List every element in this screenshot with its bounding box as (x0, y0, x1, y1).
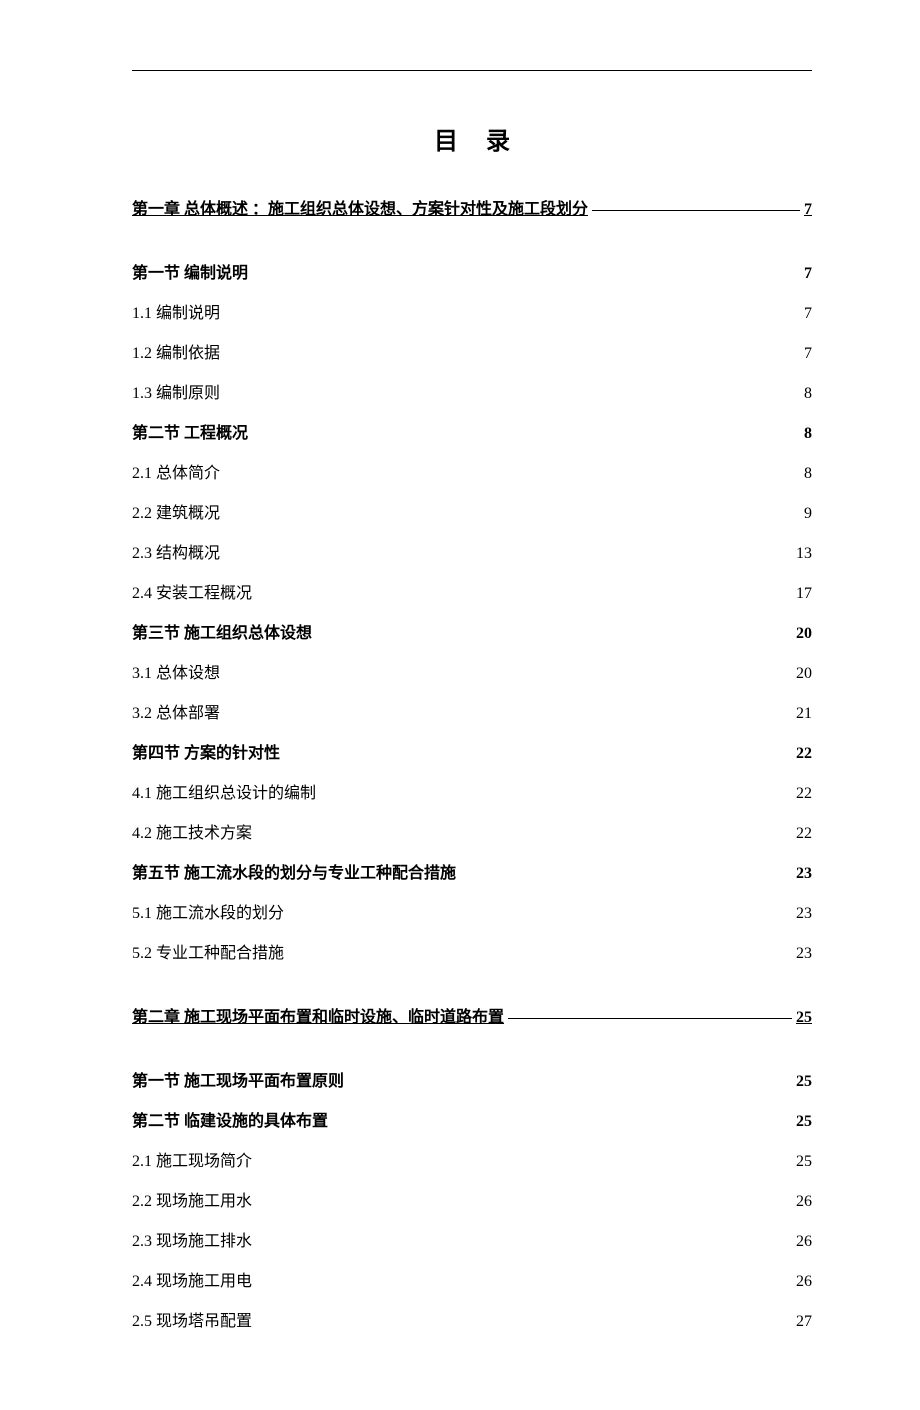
subsection-page-number: 25 (796, 1150, 812, 1174)
subsection-item: 2.1 施工现场简介 25 (132, 1150, 812, 1174)
subsection-page-number: 13 (796, 542, 812, 566)
subsection-title: 2.4 现场施工用电 (132, 1270, 252, 1294)
subsection-title: 3.1 总体设想 (132, 662, 220, 686)
section-title: 第三节 施工组织总体设想 (132, 622, 312, 646)
subsection-page-number: 9 (804, 502, 812, 526)
section-title: 第二节 临建设施的具体布置 (132, 1110, 328, 1134)
subsection-item: 2.2 建筑概况 9 (132, 502, 812, 526)
section-title: 第五节 施工流水段的划分与专业工种配合措施 (132, 862, 456, 886)
subsection-title: 2.1 施工现场简介 (132, 1150, 252, 1174)
section-page-number: 20 (796, 622, 812, 646)
subsection-item: 4.1 施工组织总设计的编制 22 (132, 782, 812, 806)
page-title: 目录 (132, 121, 812, 156)
subsection-page-number: 26 (796, 1270, 812, 1294)
chapter-page-number: 25 (796, 1006, 812, 1030)
subsection-item: 2.2 现场施工用水 26 (132, 1190, 812, 1214)
section-title: 第二节 工程概况 (132, 422, 248, 446)
table-of-contents: 第一章 总体概述 ：施工组织总体设想、方案针对性及施工段划分 7 第一节 编制说… (132, 198, 812, 1334)
subsection-title: 5.1 施工流水段的划分 (132, 902, 284, 926)
section-heading: 第一节 编制说明 7 (132, 262, 812, 286)
subsection-item: 3.2 总体部署 21 (132, 702, 812, 726)
subsection-title: 1.1 编制说明 (132, 302, 220, 326)
subsection-item: 2.4 安装工程概况 17 (132, 582, 812, 606)
header-divider (132, 70, 812, 71)
section-page-number: 23 (796, 862, 812, 886)
chapter-leader (592, 210, 800, 211)
subsection-page-number: 23 (796, 902, 812, 926)
chapter-title: 第一章 总体概述 ：施工组织总体设想、方案针对性及施工段划分 (132, 198, 588, 222)
subsection-title: 2.2 现场施工用水 (132, 1190, 252, 1214)
section-page-number: 25 (796, 1110, 812, 1134)
section-heading: 第二节 临建设施的具体布置 25 (132, 1110, 812, 1134)
section-heading: 第五节 施工流水段的划分与专业工种配合措施 23 (132, 862, 812, 886)
subsection-title: 2.2 建筑概况 (132, 502, 220, 526)
subsection-page-number: 17 (796, 582, 812, 606)
subsection-title: 1.2 编制依据 (132, 342, 220, 366)
subsection-page-number: 27 (796, 1310, 812, 1334)
subsection-item: 1.1 编制说明 7 (132, 302, 812, 326)
subsection-page-number: 8 (804, 462, 812, 486)
subsection-item: 5.2 专业工种配合措施 23 (132, 942, 812, 966)
subsection-page-number: 7 (804, 302, 812, 326)
section-page-number: 25 (796, 1070, 812, 1094)
section-page-number: 7 (804, 262, 812, 286)
section-title: 第一节 编制说明 (132, 262, 248, 286)
section-title: 第一节 施工现场平面布置原则 (132, 1070, 344, 1094)
subsection-page-number: 8 (804, 382, 812, 406)
subsection-title: 2.5 现场塔吊配置 (132, 1310, 252, 1334)
subsection-item: 1.2 编制依据 7 (132, 342, 812, 366)
subsection-item: 2.4 现场施工用电 26 (132, 1270, 812, 1294)
subsection-page-number: 26 (796, 1230, 812, 1254)
subsection-title: 2.3 现场施工排水 (132, 1230, 252, 1254)
subsection-item: 2.5 现场塔吊配置 27 (132, 1310, 812, 1334)
chapter-heading: 第二章 施工现场平面布置和临时设施、临时道路布置 25 (132, 1006, 812, 1030)
section-heading: 第四节 方案的针对性 22 (132, 742, 812, 766)
section-page-number: 8 (804, 422, 812, 446)
subsection-item: 3.1 总体设想 20 (132, 662, 812, 686)
subsection-item: 2.3 现场施工排水 26 (132, 1230, 812, 1254)
subsection-item: 2.1 总体简介 8 (132, 462, 812, 486)
subsection-title: 3.2 总体部署 (132, 702, 220, 726)
section-heading: 第三节 施工组织总体设想 20 (132, 622, 812, 646)
chapter-title: 第二章 施工现场平面布置和临时设施、临时道路布置 (132, 1006, 504, 1030)
subsection-page-number: 7 (804, 342, 812, 366)
section-heading: 第二节 工程概况 8 (132, 422, 812, 446)
chapter-page-number: 7 (804, 198, 812, 222)
subsection-page-number: 22 (796, 822, 812, 846)
subsection-item: 4.2 施工技术方案 22 (132, 822, 812, 846)
chapter-leader (508, 1018, 792, 1019)
subsection-item: 1.3 编制原则 8 (132, 382, 812, 406)
subsection-title: 2.1 总体简介 (132, 462, 220, 486)
subsection-page-number: 26 (796, 1190, 812, 1214)
chapter-heading: 第一章 总体概述 ：施工组织总体设想、方案针对性及施工段划分 7 (132, 198, 812, 222)
document-page: 目录 第一章 总体概述 ：施工组织总体设想、方案针对性及施工段划分 7 第一节 … (0, 0, 920, 1410)
subsection-title: 4.1 施工组织总设计的编制 (132, 782, 316, 806)
subsection-title: 5.2 专业工种配合措施 (132, 942, 284, 966)
subsection-item: 5.1 施工流水段的划分 23 (132, 902, 812, 926)
subsection-page-number: 21 (796, 702, 812, 726)
subsection-item: 2.3 结构概况 13 (132, 542, 812, 566)
subsection-title: 1.3 编制原则 (132, 382, 220, 406)
subsection-title: 2.3 结构概况 (132, 542, 220, 566)
section-title: 第四节 方案的针对性 (132, 742, 280, 766)
section-page-number: 22 (796, 742, 812, 766)
subsection-page-number: 23 (796, 942, 812, 966)
subsection-page-number: 20 (796, 662, 812, 686)
section-heading: 第一节 施工现场平面布置原则 25 (132, 1070, 812, 1094)
subsection-page-number: 22 (796, 782, 812, 806)
subsection-title: 4.2 施工技术方案 (132, 822, 252, 846)
subsection-title: 2.4 安装工程概况 (132, 582, 252, 606)
